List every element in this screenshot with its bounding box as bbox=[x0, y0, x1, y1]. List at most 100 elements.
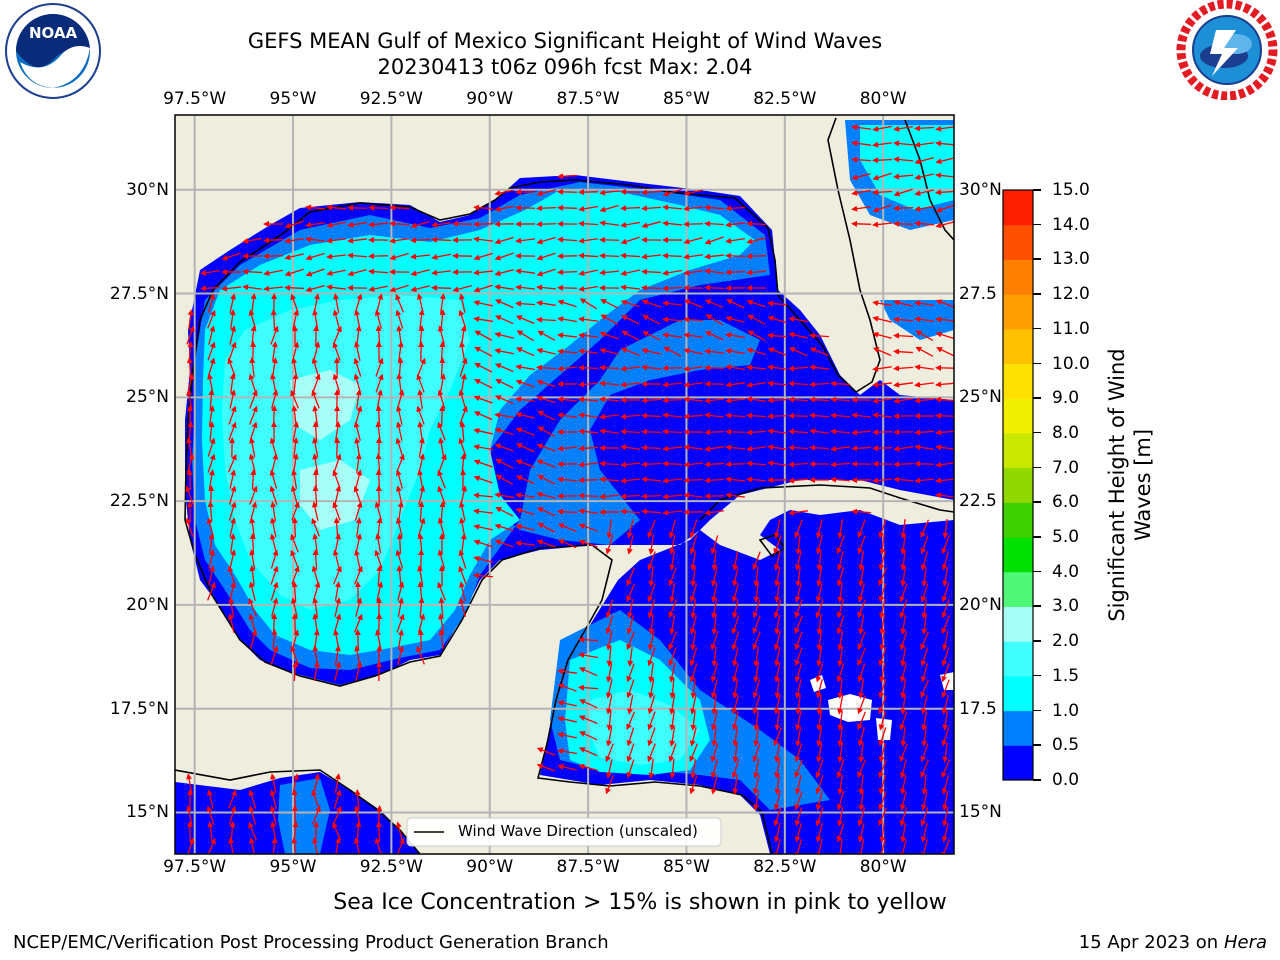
colorbar-swatch bbox=[1003, 329, 1033, 364]
colorbar-tick-label: 8.0 bbox=[1052, 423, 1079, 443]
wind-wave-arrow bbox=[433, 240, 451, 241]
wind-wave-arrow bbox=[895, 464, 913, 465]
colorbar-tick-mark bbox=[1033, 432, 1041, 434]
colorbar-tick-mark bbox=[1033, 293, 1041, 295]
wind-wave-arrow bbox=[622, 192, 640, 193]
lat-label-left: 22.5°N bbox=[110, 491, 169, 511]
wind-wave-arrow bbox=[517, 208, 535, 209]
wind-wave-arrow bbox=[265, 240, 283, 241]
wind-wave-arrow bbox=[727, 464, 745, 465]
lat-label-right: 20°N bbox=[959, 595, 1002, 615]
wind-wave-arrow bbox=[295, 519, 296, 537]
wind-wave-arrow bbox=[559, 272, 577, 273]
wind-wave-arrow bbox=[664, 400, 682, 401]
lat-label-left: 30°N bbox=[126, 180, 169, 200]
lon-label-top: 97.5°W bbox=[163, 89, 226, 109]
colorbar-tick-mark bbox=[1033, 467, 1041, 469]
colorbar-tick-mark bbox=[1033, 189, 1041, 191]
colorbar-swatch bbox=[1003, 745, 1033, 780]
wind-wave-arrow bbox=[295, 615, 296, 633]
lat-label-right: 27.5 bbox=[959, 284, 997, 304]
colorbar-swatch bbox=[1003, 398, 1033, 433]
lon-label-bottom: 82.5°W bbox=[753, 857, 816, 877]
colorbar-swatch bbox=[1003, 572, 1033, 607]
wind-wave-arrow bbox=[895, 224, 913, 225]
lon-label-bottom: 90°W bbox=[466, 857, 513, 877]
lat-label-left: 27.5°N bbox=[110, 284, 169, 304]
colorbar-swatch bbox=[1003, 294, 1033, 329]
colorbar-swatch bbox=[1003, 502, 1033, 537]
wind-wave-arrow bbox=[727, 432, 745, 433]
footer-date-text: 15 Apr 2023 on bbox=[1079, 932, 1224, 953]
colorbar-tick-label: 10.0 bbox=[1052, 354, 1090, 374]
colorbar-swatch bbox=[1003, 641, 1033, 676]
colorbar-tick-mark bbox=[1033, 710, 1041, 712]
colorbar-tick-label: 0.0 bbox=[1052, 770, 1079, 790]
colorbar-swatch bbox=[1003, 259, 1033, 294]
colorbar-tick-mark bbox=[1033, 258, 1041, 260]
colorbar bbox=[1000, 186, 1036, 784]
colorbar-tick-label: 5.0 bbox=[1052, 527, 1079, 547]
colorbar-label: Significant Height of Wind Waves [m] bbox=[1104, 348, 1156, 621]
wind-wave-arrow bbox=[286, 288, 304, 289]
wind-wave-arrow bbox=[559, 192, 577, 193]
wind-wave-arrow bbox=[538, 208, 556, 209]
wind-wave-arrow bbox=[580, 496, 598, 497]
lon-label-bottom: 95°W bbox=[270, 857, 317, 877]
colorbar-tick-mark bbox=[1033, 328, 1041, 330]
wind-wave-arrow bbox=[559, 208, 577, 209]
wind-wave-arrow bbox=[538, 224, 556, 225]
wind-wave-arrow bbox=[769, 400, 787, 401]
colorbar-tick-mark bbox=[1033, 571, 1041, 573]
colorbar-tick-label: 13.0 bbox=[1052, 249, 1090, 269]
wind-wave-arrow bbox=[580, 480, 598, 481]
colorbar-tick-label: 0.5 bbox=[1052, 735, 1079, 755]
wind-wave-arrow bbox=[379, 615, 380, 633]
colorbar-tick-mark bbox=[1033, 744, 1041, 746]
footer-date: 15 Apr 2023 on Hera bbox=[1079, 932, 1267, 953]
wind-wave-arrow bbox=[727, 272, 745, 273]
footer-branch: NCEP/EMC/Verification Post Processing Pr… bbox=[13, 932, 609, 953]
colorbar-tick-label: 4.0 bbox=[1052, 562, 1079, 582]
colorbar-tick-mark bbox=[1033, 397, 1041, 399]
wind-wave-arrow bbox=[769, 416, 787, 417]
wind-wave-arrow bbox=[601, 256, 619, 257]
colorbar-swatch bbox=[1003, 190, 1033, 225]
wind-wave-arrow bbox=[358, 631, 359, 649]
colorbar-tick-mark bbox=[1033, 640, 1041, 642]
wind-wave-arrow bbox=[475, 224, 493, 225]
colorbar-tick-mark bbox=[1033, 605, 1041, 607]
wind-wave-arrow bbox=[253, 535, 254, 553]
wind-wave-arrow bbox=[748, 256, 766, 257]
wind-wave-arrow bbox=[190, 471, 191, 489]
wind-wave-arrow bbox=[421, 631, 422, 649]
colorbar-swatch bbox=[1003, 468, 1033, 503]
lon-label-top: 95°W bbox=[270, 89, 317, 109]
wind-wave-arrow bbox=[727, 256, 745, 257]
wind-wave-arrow bbox=[265, 256, 283, 257]
lon-label-top: 92.5°W bbox=[360, 89, 423, 109]
wind-wave-arrow bbox=[643, 288, 661, 289]
wind-wave-arrow bbox=[580, 368, 598, 369]
colorbar-tick-mark bbox=[1033, 501, 1041, 503]
wind-wave-arrow bbox=[937, 416, 955, 417]
colorbar-tick-label: 9.0 bbox=[1052, 388, 1079, 408]
lat-label-left: 20°N bbox=[126, 595, 169, 615]
wind-wave-arrow bbox=[442, 407, 443, 425]
colorbar-tick-mark bbox=[1033, 779, 1041, 781]
lat-label-left: 15°N bbox=[126, 802, 169, 822]
lat-label-right: 22.5 bbox=[959, 491, 997, 511]
footer-host: Hera bbox=[1224, 932, 1267, 953]
wind-wave-arrow bbox=[622, 208, 640, 209]
wind-wave-arrow bbox=[316, 471, 317, 489]
colorbar-tick-label: 12.0 bbox=[1052, 284, 1090, 304]
lon-label-bottom: 97.5°W bbox=[163, 857, 226, 877]
lat-label-right: 30°N bbox=[959, 180, 1002, 200]
wind-wave-arrow bbox=[211, 487, 212, 505]
colorbar-tick-mark bbox=[1033, 675, 1041, 677]
colorbar-swatch bbox=[1003, 676, 1033, 711]
lon-label-top: 87.5°W bbox=[557, 89, 620, 109]
wind-wave-arrow bbox=[706, 288, 724, 289]
colorbar-tick-mark bbox=[1033, 224, 1041, 226]
wind-wave-arrow bbox=[400, 535, 401, 553]
